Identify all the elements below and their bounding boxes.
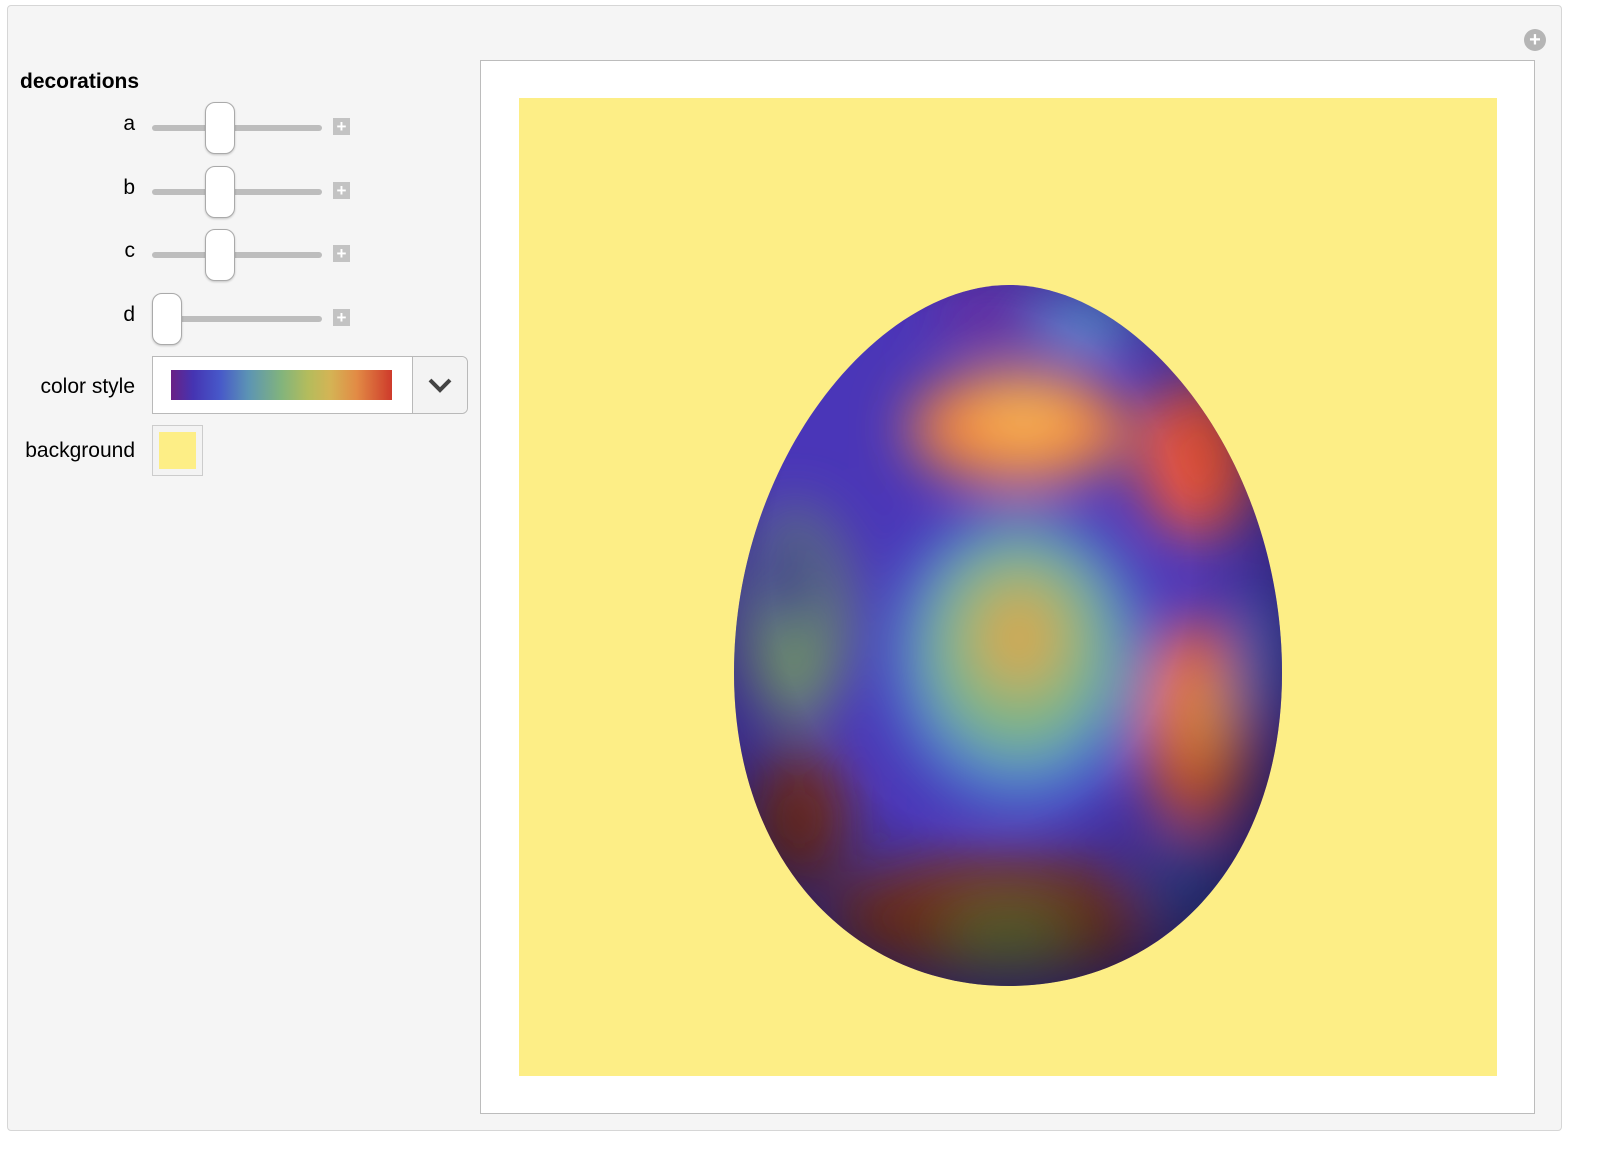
section-title: decorations (20, 70, 140, 93)
color-gradient-preview (171, 370, 392, 400)
dropdown-button[interactable] (412, 357, 467, 413)
slider-label-c: c (124, 239, 136, 262)
slider-thumb-c[interactable] (205, 229, 236, 281)
plus-square-icon[interactable]: + (333, 118, 350, 135)
slider-b[interactable] (152, 188, 322, 195)
slider-label-a: a (123, 112, 135, 135)
chevron-down-icon (428, 378, 452, 393)
plus-circle-icon[interactable]: + (1524, 29, 1546, 51)
slider-label-d: d (123, 302, 135, 326)
color-style-select[interactable] (152, 356, 468, 414)
plus-square-icon[interactable]: + (333, 245, 350, 262)
plus-square-icon[interactable]: + (333, 181, 350, 199)
background-label: background (25, 439, 135, 462)
plus-square-icon[interactable]: + (333, 308, 350, 326)
slider-label-b: b (123, 175, 135, 199)
slider-c[interactable] (152, 252, 322, 258)
slider-thumb-a[interactable] (205, 102, 236, 154)
plot-background (519, 98, 1497, 1076)
slider-d[interactable] (152, 315, 322, 322)
slider-a[interactable] (152, 125, 322, 131)
slider-thumb-b[interactable] (205, 165, 236, 218)
color-style-label: color style (40, 375, 135, 398)
graphics-output[interactable] (480, 60, 1535, 1114)
decorated-egg (734, 285, 1282, 986)
background-color-swatch[interactable] (152, 425, 203, 476)
slider-thumb-d[interactable] (152, 292, 182, 345)
swatch-color (159, 432, 196, 469)
